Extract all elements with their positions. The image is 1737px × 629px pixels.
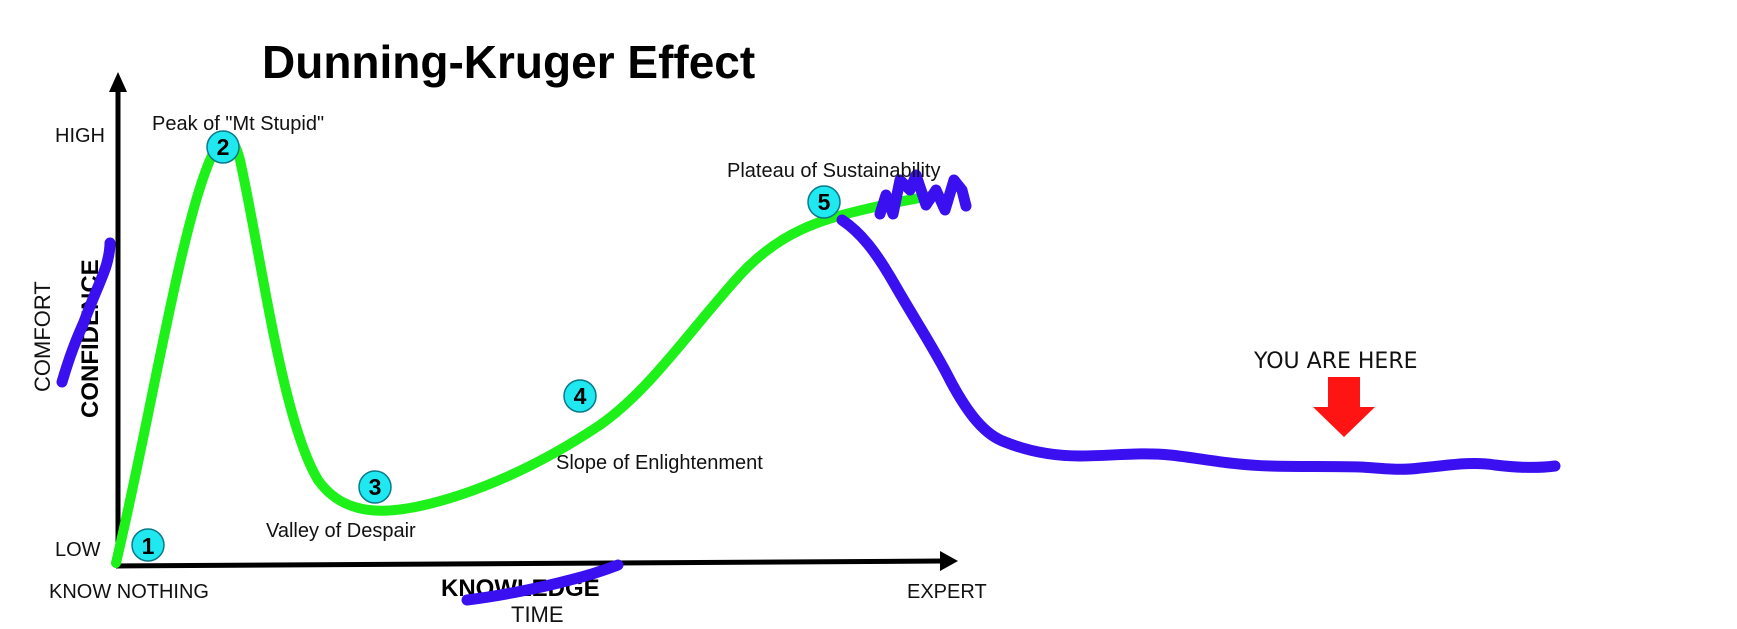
decline-path [836, 214, 1561, 475]
stage-3-label: Valley of Despair [266, 520, 416, 542]
stage-4-marker: 4 [563, 379, 597, 413]
x-axis-line [115, 558, 943, 569]
confidence-curve [111, 133, 940, 568]
stage-2-number: 2 [217, 134, 230, 160]
stage-4-label: Slope of Enlightenment [556, 452, 763, 474]
x-end-label: EXPERT [907, 581, 987, 603]
stage-2-marker: 2 [206, 130, 240, 164]
you-are-here-label: YOU ARE HERE [1253, 349, 1418, 374]
diagram-title: Dunning-Kruger Effect [262, 36, 755, 88]
x-axis-overwrite-label: TIME [511, 602, 564, 627]
scribble-zigzag-plateau [874, 169, 972, 220]
stage-2-label: Peak of "Mt Stupid" [152, 113, 324, 135]
y-low-label: LOW [55, 539, 101, 561]
scribble-over-confidence [56, 237, 116, 388]
y-axis-overwrite-label: COMFORT [30, 281, 55, 392]
stage-4-number: 4 [574, 383, 587, 409]
stage-3-number: 3 [369, 474, 382, 500]
y-axis-arrowhead [109, 72, 127, 92]
scribble-over-knowledge [461, 559, 624, 606]
stage-5-number: 5 [818, 189, 831, 215]
stage-1-marker: 1 [131, 528, 165, 562]
stage-5-label: Plateau of Sustainability [727, 160, 940, 182]
stage-5-marker: 5 [807, 185, 841, 219]
you-are-here-arrow [1313, 377, 1375, 437]
stage-1-number: 1 [142, 533, 155, 559]
stage-3-marker: 3 [358, 470, 392, 504]
y-high-label: HIGH [55, 125, 105, 147]
x-start-label: KNOW NOTHING [49, 581, 209, 603]
x-axis-arrowhead [940, 551, 958, 571]
